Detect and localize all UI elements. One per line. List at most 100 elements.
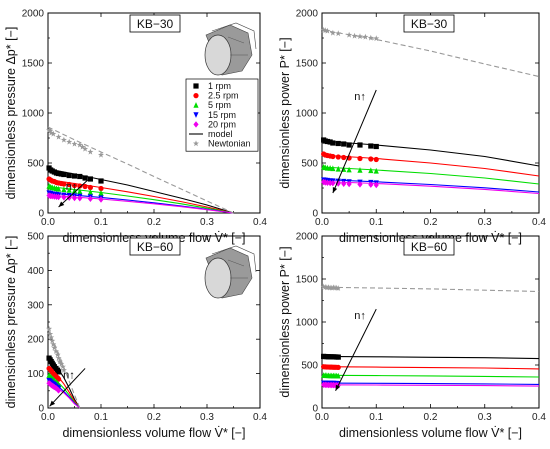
panel-label: KB−30 xyxy=(411,17,448,31)
data-point-newtonian xyxy=(54,351,61,358)
data-point-newtonian xyxy=(367,34,374,41)
data-point-5-rpm xyxy=(71,187,78,194)
y-tick-label: 1500 xyxy=(296,275,319,286)
series-5-rpm xyxy=(321,372,540,379)
data-point-1-rpm xyxy=(56,369,62,375)
y-tick-label: 500 xyxy=(27,232,44,243)
y-tick-label: 1000 xyxy=(296,109,319,120)
legend-label: 15 rpm xyxy=(208,110,236,120)
data-point-5-rpm xyxy=(335,372,341,379)
data-point-5-rpm xyxy=(66,187,72,193)
y-tick-label: 2000 xyxy=(296,232,319,243)
data-point-20-rpm xyxy=(56,387,62,394)
speed-arrow-head xyxy=(49,400,56,407)
data-point-newtonian xyxy=(324,27,331,34)
model-line-5-rpm xyxy=(47,185,234,214)
series-2-5-rpm xyxy=(46,176,234,214)
legend-box xyxy=(185,78,259,152)
data-point-2-5-rpm xyxy=(71,182,78,189)
data-point-newtonian xyxy=(71,140,78,147)
model-line-15-rpm xyxy=(321,382,540,385)
data-point-20-rpm xyxy=(373,181,379,189)
data-point-20-rpm xyxy=(341,180,347,187)
y-tick-label: 0 xyxy=(38,209,44,220)
data-point-5-rpm xyxy=(335,165,341,172)
data-point-2-5-rpm xyxy=(66,181,72,188)
data-point-20-rpm xyxy=(335,180,341,187)
y-axis-label: dimensionless power P* [−] xyxy=(278,246,292,397)
geometry-inset-line-1 xyxy=(227,259,245,267)
series-15-rpm xyxy=(321,177,540,193)
series-2-5-rpm xyxy=(321,151,540,177)
speed-annotation: n↑ xyxy=(354,91,366,103)
data-point-2-5-rpm xyxy=(335,154,341,160)
x-tick-label: 0.0 xyxy=(41,217,55,228)
y-axis-label: dimensionless power P* [−] xyxy=(278,37,292,188)
data-point-newtonian xyxy=(335,285,342,291)
data-point-1-rpm xyxy=(66,172,72,179)
panel-label: KB−60 xyxy=(137,240,174,254)
x-tick-label: 0.1 xyxy=(94,217,108,228)
data-point-newtonian xyxy=(49,337,56,344)
data-point-newtonian xyxy=(46,126,53,133)
data-point-5-rpm xyxy=(346,166,352,173)
data-point-2-5-rpm xyxy=(368,156,374,162)
series-1-rpm xyxy=(46,165,234,214)
speed-arrow-head xyxy=(335,384,341,391)
legend-swatch-15-rpm xyxy=(193,112,199,118)
data-point-newtonian xyxy=(66,138,73,145)
model-line-newtonian xyxy=(321,286,540,293)
geometry-inset-line-1 xyxy=(227,36,245,44)
data-point-20-rpm xyxy=(327,179,333,187)
model-line-1-rpm xyxy=(321,355,540,360)
panel-label: KB−30 xyxy=(137,17,174,31)
data-point-newtonian xyxy=(87,148,94,155)
data-point-20-rpm xyxy=(368,181,374,188)
model-line-5-rpm xyxy=(321,374,540,378)
model-line-2-5-rpm xyxy=(321,366,540,370)
data-point-2-5-rpm xyxy=(330,153,336,160)
y-tick-label: 500 xyxy=(301,159,318,170)
data-point-5-rpm xyxy=(77,188,83,194)
series-20-rpm xyxy=(46,192,234,214)
x-tick-label: 0.4 xyxy=(532,217,546,228)
data-point-1-rpm xyxy=(82,175,88,181)
x-tick-label: 0.3 xyxy=(478,412,492,423)
data-point-1-rpm xyxy=(335,140,341,147)
geometry-inset xyxy=(204,245,257,299)
y-tick-label: 200 xyxy=(27,335,44,346)
panel-3: 0.0 0.1 0.2 0.3 0.4 0 100 200 300 400 500 dimension… xyxy=(4,232,267,441)
model-line-1-rpm xyxy=(321,140,540,167)
legend-swatch-20-rpm xyxy=(193,121,199,128)
model-line-newtonian xyxy=(47,126,234,214)
y-tick-label: 500 xyxy=(27,159,44,170)
data-point-newtonian xyxy=(46,325,53,332)
data-point-1-rpm xyxy=(61,171,67,178)
geometry-inset-edge xyxy=(211,22,257,50)
data-point-newtonian xyxy=(48,129,55,136)
x-tick-label: 0.3 xyxy=(200,217,214,228)
data-point-newtonian xyxy=(48,334,55,341)
data-point-20-rpm xyxy=(346,180,352,188)
panel-label: KB−60 xyxy=(411,240,448,254)
x-tick-label: 0.0 xyxy=(315,217,329,228)
data-point-2-5-rpm xyxy=(341,154,347,161)
data-point-newtonian xyxy=(51,344,58,351)
x-tick-label: 0.1 xyxy=(369,217,383,228)
model-line-5-rpm xyxy=(321,166,540,185)
data-point-20-rpm xyxy=(357,181,363,188)
series-newtonian xyxy=(46,126,234,214)
data-point-2-5-rpm xyxy=(77,183,83,189)
data-point-5-rpm xyxy=(56,185,62,192)
y-tick-label: 500 xyxy=(301,361,318,372)
data-point-newtonian xyxy=(47,330,54,337)
panel-1: 0.0 0.1 0.2 0.3 0.4 0 500 1000 1500 2000 dimension… xyxy=(4,9,267,246)
data-point-newtonian xyxy=(82,145,89,152)
geometry-inset xyxy=(204,22,257,76)
legend-label: 20 rpm xyxy=(208,119,236,129)
data-point-newtonian xyxy=(335,30,342,37)
legend-swatch-newtonian xyxy=(193,140,199,147)
series-20-rpm xyxy=(321,178,540,195)
speed-arrow xyxy=(58,179,89,208)
